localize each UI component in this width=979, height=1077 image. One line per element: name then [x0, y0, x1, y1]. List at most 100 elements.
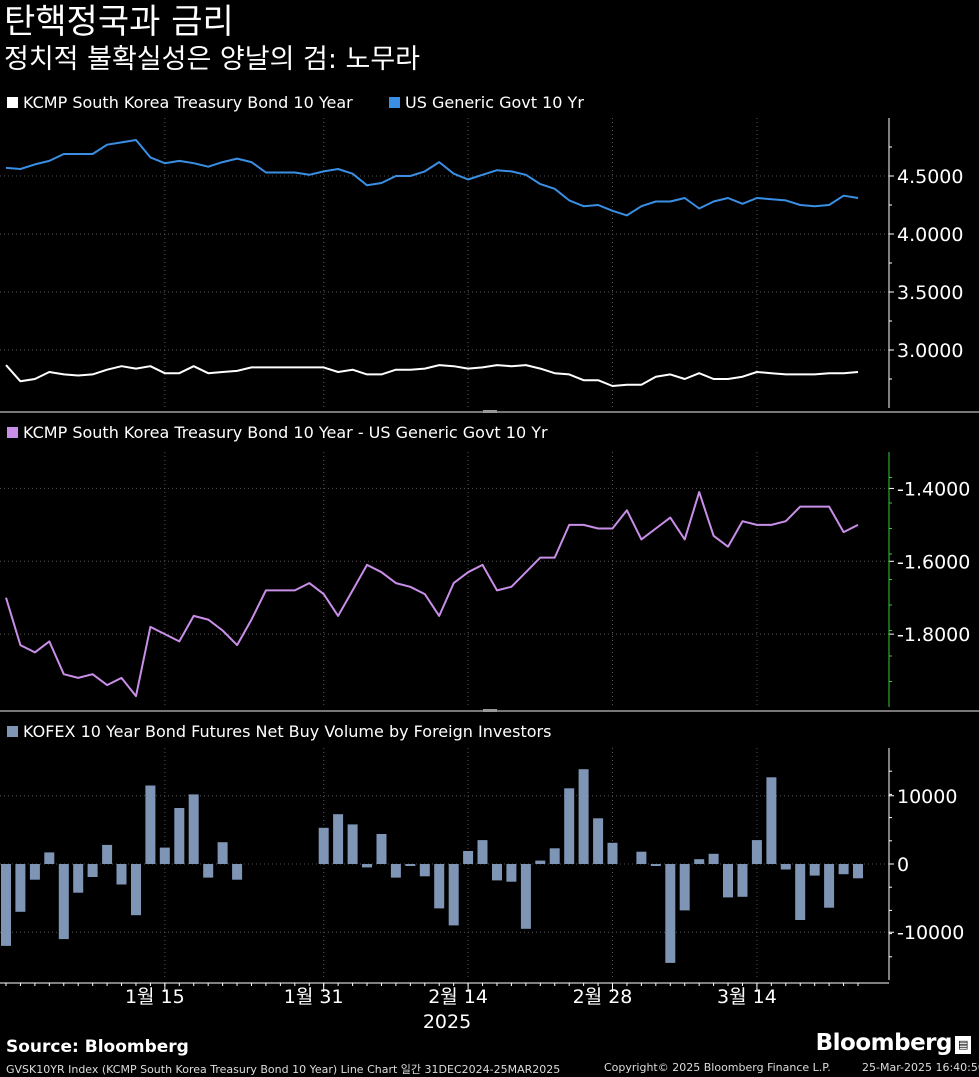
- futures-bar: [333, 814, 344, 864]
- futures-bar: [520, 864, 531, 929]
- futures-bar: [809, 864, 820, 876]
- series-layer: [1, 139, 863, 963]
- futures-bar: [708, 853, 719, 864]
- futures-bar: [780, 864, 791, 870]
- futures-bar: [73, 864, 84, 893]
- legend-swatch-korea: [7, 97, 18, 108]
- futures-bar: [405, 864, 416, 866]
- y-tick-label: -1.8000: [897, 624, 970, 646]
- futures-bar: [203, 864, 214, 878]
- x-tick-label: 3월 14: [717, 986, 777, 1008]
- footer-timestamp: 25-Mar-2025 16:40:50: [862, 1061, 979, 1074]
- futures-bar: [766, 777, 777, 864]
- futures-bar: [159, 847, 170, 864]
- panel-divider-handle: [483, 410, 497, 413]
- chart-subtitle: 정치적 불확실성은 양날의 검: 노무라: [4, 44, 421, 75]
- axis-layer: 3.0000 3.5000 4.0000 4.5000 -1.8000 -1.6000 -1…: [888, 118, 970, 980]
- futures-bar: [694, 859, 705, 864]
- panel-dividers: [0, 410, 979, 712]
- y-tick-label: 10000: [897, 786, 957, 808]
- brand-flag-icon: ▤: [955, 1036, 971, 1054]
- futures-bar: [650, 864, 661, 866]
- futures-bar: [116, 864, 127, 885]
- futures-bar: [853, 864, 863, 879]
- futures-bar: [419, 864, 430, 877]
- legend-swatch-spread: [7, 427, 18, 438]
- legend-label-korea: KCMP South Korea Treasury Bond 10 Year: [23, 93, 353, 112]
- x-axis: 1월 15 1월 31 2월 14 2월 28 3월 14 2025: [0, 982, 889, 1033]
- futures-bar: [679, 864, 690, 911]
- legend-label-us: US Generic Govt 10 Yr: [405, 93, 584, 112]
- futures-bar: [29, 864, 40, 880]
- futures-bar: [44, 852, 55, 864]
- futures-bar: [492, 864, 502, 881]
- x-tick-label: 1월 31: [284, 986, 344, 1008]
- futures-bar: [593, 818, 604, 864]
- futures-bar: [390, 864, 401, 878]
- futures-bar: [795, 864, 806, 920]
- y-tick-label: 4.0000: [897, 224, 963, 246]
- futures-bar: [232, 864, 243, 880]
- series-korea-10y-line: [5, 364, 859, 387]
- legend-label-spread: KCMP South Korea Treasury Bond 10 Year -…: [23, 423, 548, 442]
- series-us-10y-line: [5, 139, 859, 217]
- futures-bar: [723, 864, 733, 898]
- y-tick-label: 3.5000: [897, 282, 963, 304]
- panel-divider-handle: [483, 709, 497, 712]
- futures-bar: [87, 864, 98, 877]
- y-tick-label: -1.6000: [897, 551, 970, 573]
- legend-futures: KOFEX 10 Year Bond Futures Net Buy Volum…: [7, 722, 551, 742]
- futures-bar: [145, 785, 156, 864]
- source-label: Source: Bloomberg: [6, 1037, 189, 1057]
- futures-bar: [347, 824, 358, 864]
- y-tick-label: 0: [897, 854, 909, 876]
- futures-bar: [131, 864, 141, 916]
- futures-bar: [362, 864, 372, 868]
- futures-bar: [578, 769, 589, 864]
- futures-bar: [1, 864, 11, 946]
- futures-bar: [549, 848, 560, 864]
- legend-spread: KCMP South Korea Treasury Bond 10 Year -…: [7, 423, 548, 443]
- futures-bar: [217, 842, 228, 864]
- futures-bar: [174, 808, 185, 864]
- y-tick-label: 4.5000: [897, 166, 963, 188]
- futures-bar: [838, 864, 849, 875]
- futures-bar: [506, 864, 517, 882]
- futures-bar: [535, 860, 546, 864]
- legend-korea-10y: KCMP South Korea Treasury Bond 10 Year: [7, 93, 353, 113]
- futures-bar: [448, 864, 459, 926]
- legend-label-futures: KOFEX 10 Year Bond Futures Net Buy Volum…: [23, 722, 552, 741]
- x-year-label: 2025: [423, 1011, 471, 1033]
- x-tick-label: 2월 28: [573, 986, 633, 1008]
- chart-title: 탄핵정국과 금리: [4, 2, 234, 42]
- y-tick-label: 3.0000: [897, 340, 963, 362]
- x-tick-label: 1월 15: [125, 986, 185, 1008]
- bloomberg-logo: Bloomberg ▤: [816, 1030, 971, 1056]
- brand-text: Bloomberg: [815, 1030, 953, 1056]
- x-tick-label: 2월 14: [428, 986, 488, 1008]
- futures-bar: [636, 851, 647, 864]
- futures-bar: [607, 842, 618, 864]
- futures-bar: [564, 788, 575, 864]
- futures-bar: [58, 864, 69, 940]
- footer-description: GVSK10YR Index (KCMP South Korea Treasur…: [6, 1063, 561, 1076]
- legend-swatch-us: [389, 97, 400, 108]
- futures-bar: [434, 864, 445, 909]
- legend-swatch-futures: [7, 726, 18, 737]
- footer-copyright: Copyright© 2025 Bloomberg Finance L.P.: [604, 1061, 831, 1074]
- y-tick-label: -1.4000: [897, 478, 970, 500]
- series-spread-line: [5, 491, 859, 698]
- futures-bar: [751, 840, 762, 864]
- futures-bar: [737, 864, 748, 897]
- legend-us-10y: US Generic Govt 10 Yr: [389, 93, 584, 113]
- futures-bar: [824, 864, 835, 908]
- futures-bar: [477, 840, 488, 864]
- futures-bar: [376, 834, 387, 864]
- futures-bar: [188, 794, 199, 864]
- futures-bar: [102, 844, 113, 864]
- futures-bar: [318, 827, 329, 864]
- futures-bar: [463, 851, 474, 864]
- futures-bar: [665, 864, 676, 963]
- futures-bar: [15, 864, 26, 912]
